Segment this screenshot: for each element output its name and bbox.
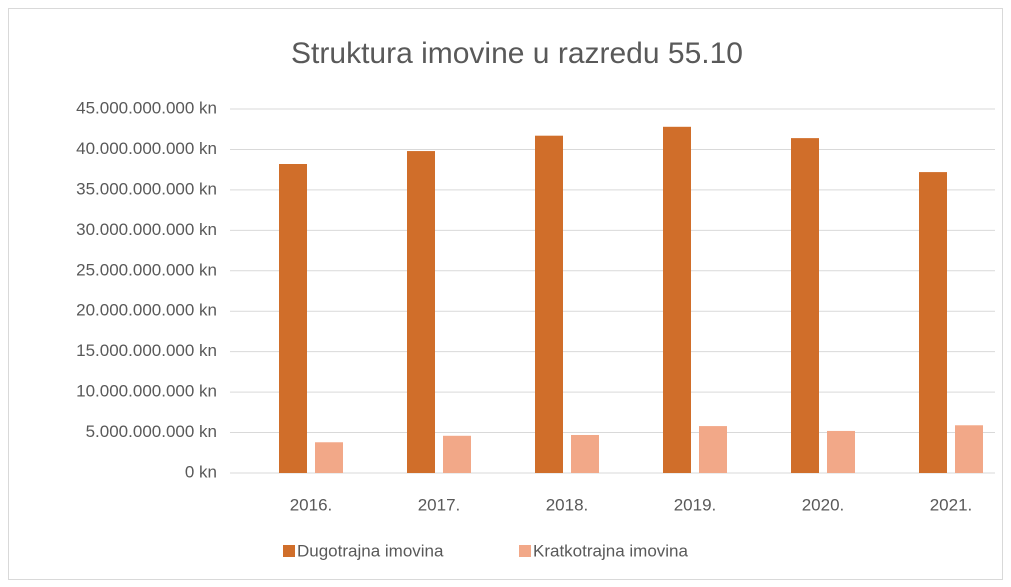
legend-label: Kratkotrajna imovina <box>533 541 689 560</box>
bar <box>699 426 727 473</box>
x-tick-label: 2016. <box>290 495 333 514</box>
bar <box>443 435 471 473</box>
chart-title: Struktura imovine u razredu 55.10 <box>291 37 743 70</box>
y-tick-label: 10.000.000.000 kn <box>76 382 217 401</box>
y-tick-label: 45.000.000.000 kn <box>76 98 217 117</box>
y-tick-label: 15.000.000.000 kn <box>76 341 217 360</box>
x-tick-label: 2020. <box>802 495 845 514</box>
x-tick-label: 2019. <box>674 495 717 514</box>
y-tick-label: 5.000.000.000 kn <box>86 422 217 441</box>
legend-swatch <box>519 545 531 557</box>
y-tick-label: 40.000.000.000 kn <box>76 139 217 158</box>
chart-border <box>8 8 1003 580</box>
y-tick-label: 35.000.000.000 kn <box>76 179 217 198</box>
y-tick-label: 30.000.000.000 kn <box>76 220 217 239</box>
bar <box>663 126 691 473</box>
bar <box>407 151 435 473</box>
bar <box>571 434 599 473</box>
x-tick-label: 2021. <box>930 495 973 514</box>
y-tick-label: 0 kn <box>185 462 217 481</box>
bar <box>791 138 819 473</box>
bar <box>535 135 563 473</box>
x-tick-label: 2018. <box>546 495 589 514</box>
legend-swatch <box>283 545 295 557</box>
bar <box>315 442 343 473</box>
legend-label: Dugotrajna imovina <box>297 541 444 560</box>
bar <box>919 172 947 474</box>
bar <box>827 430 855 473</box>
x-tick-label: 2017. <box>418 495 461 514</box>
y-tick-label: 25.000.000.000 kn <box>76 260 217 279</box>
y-tick-label: 20.000.000.000 kn <box>76 301 217 320</box>
bar <box>279 164 307 473</box>
bar <box>955 425 983 473</box>
